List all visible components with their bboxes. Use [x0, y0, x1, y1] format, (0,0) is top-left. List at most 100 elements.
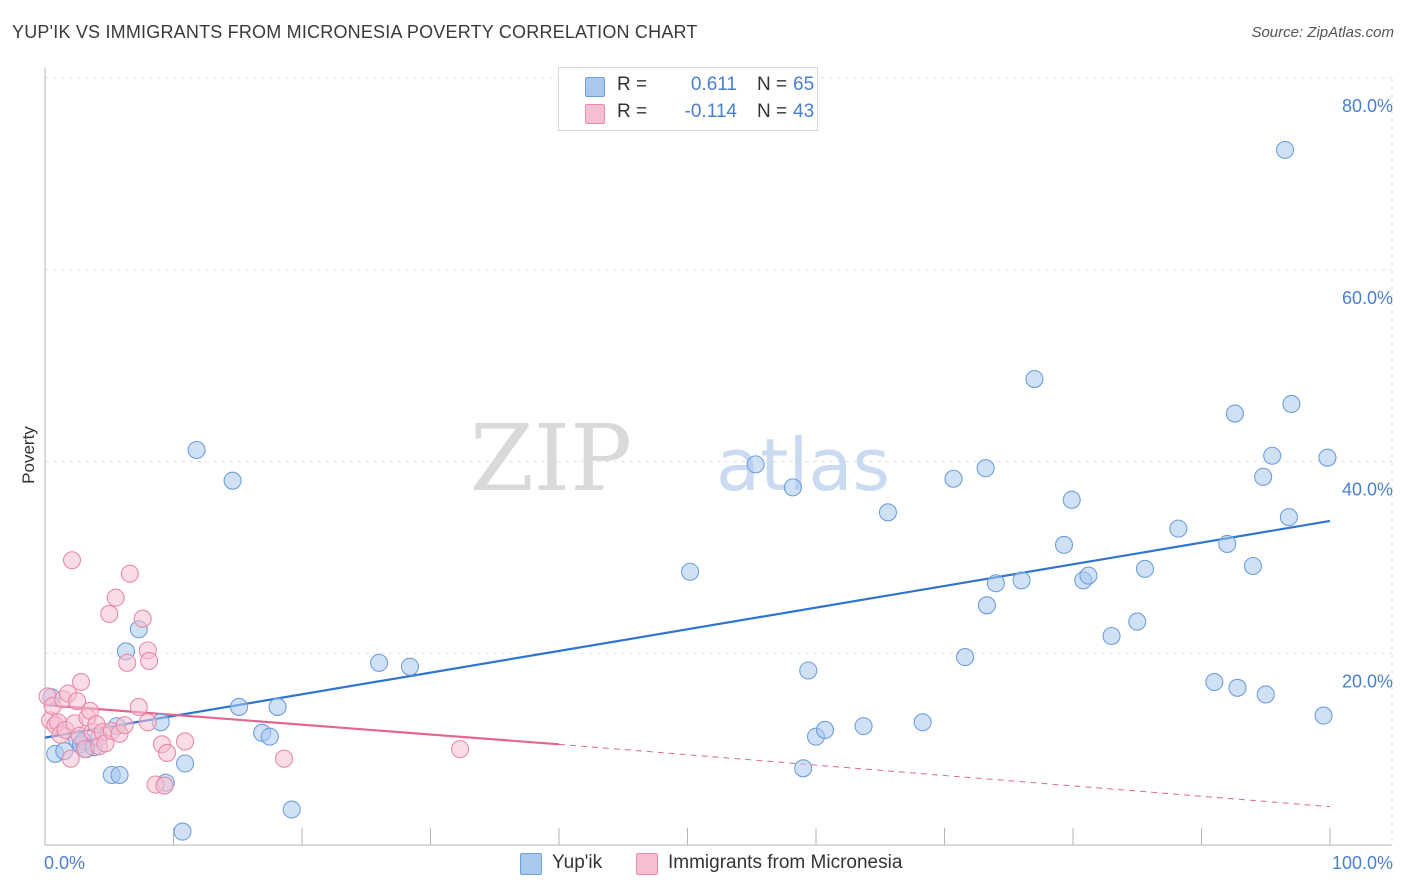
micronesia-point — [274, 749, 294, 768]
yupik-point — [223, 471, 242, 490]
y-axis-title: Poverty — [19, 426, 38, 484]
yupik-point — [1225, 404, 1244, 423]
watermark-atlas: atlas — [716, 423, 890, 507]
micronesia-point — [61, 749, 80, 768]
legend-r-label: R = — [617, 101, 648, 122]
yupik-point — [1282, 394, 1301, 414]
yupik-point — [1062, 490, 1081, 509]
micronesia-point — [62, 551, 82, 570]
yupik-point — [1205, 672, 1224, 692]
legend-swatch-micronesia — [585, 104, 605, 124]
micronesia-point — [451, 740, 470, 759]
yupik-point — [1012, 571, 1031, 590]
yupik-point — [1318, 448, 1337, 467]
yupik-point — [878, 503, 898, 522]
micronesia-point — [115, 716, 134, 735]
correlation-legend: R = 0.611 N = 65 R = -0.114 N = 43 — [558, 67, 818, 131]
legend-n-label: N = — [757, 101, 788, 122]
yupik-point — [268, 697, 287, 716]
yupik-point — [1128, 612, 1147, 631]
yupik-point — [976, 459, 995, 478]
yupik-point — [1079, 566, 1098, 585]
yupik-point — [944, 469, 963, 488]
yupik-point — [400, 657, 419, 676]
yupik-point — [229, 697, 249, 716]
yupik-point — [1169, 519, 1188, 538]
yupik-point — [173, 822, 192, 841]
micronesia-point — [118, 653, 137, 672]
micronesia-point — [155, 776, 174, 795]
yupik-point — [260, 727, 279, 746]
legend-swatch-yupik — [585, 77, 605, 97]
yupik-point — [913, 713, 932, 732]
yupik-point — [1256, 685, 1275, 704]
micronesia-point — [71, 672, 91, 692]
legend-r-label: R = — [617, 74, 648, 95]
yupik-point — [1054, 535, 1074, 554]
yupik-point — [977, 596, 996, 615]
axis-labels: 20.0% 40.0% 60.0% 80.0% 0.0% 100.0% — [44, 96, 1393, 873]
yupik-point — [681, 562, 700, 581]
yupik-point — [1025, 369, 1044, 389]
micronesia-point — [140, 651, 159, 670]
micronesia-point — [120, 564, 139, 583]
yupik-point — [1243, 556, 1262, 576]
legend-swatch-micronesia — [636, 853, 658, 875]
micronesia-trend-extension — [558, 743, 1331, 808]
yupik-point — [1102, 626, 1121, 646]
micronesia-point — [138, 713, 157, 732]
legend-n-label: N = — [757, 74, 788, 95]
micronesia-point — [158, 743, 177, 763]
micronesia-point — [129, 697, 148, 716]
yupik-point — [282, 800, 301, 819]
legend-n-value: 43 — [793, 101, 815, 122]
yupik-point — [956, 648, 975, 667]
micronesia-point — [106, 588, 125, 607]
data-points — [38, 140, 1337, 841]
legend-label: Yup'ik — [552, 852, 603, 873]
yupik-point — [370, 653, 389, 672]
legend-swatch-yupik — [520, 853, 542, 875]
legend-r-value: 0.611 — [690, 74, 737, 95]
micronesia-point — [176, 732, 195, 751]
yupik-point — [986, 574, 1005, 593]
yupik-point — [815, 720, 835, 740]
micronesia-point — [133, 609, 152, 628]
chart-title: YUP'IK VS IMMIGRANTS FROM MICRONESIA POV… — [12, 22, 698, 42]
series-legend: Yup'ik Immigrants from Micronesia — [0, 852, 1406, 878]
x-tick-label: 100.0% — [1332, 853, 1393, 873]
micronesia-trend-line — [44, 703, 560, 746]
watermark: ZIP atlas — [470, 405, 890, 512]
yupik-trend-line — [44, 519, 1331, 739]
legend-r-value: -0.114 — [684, 101, 737, 122]
yupik-point — [794, 759, 813, 778]
yupik-point — [1228, 678, 1247, 697]
y-tick-label: 60.0% — [1342, 288, 1393, 308]
yupik-point — [110, 765, 129, 785]
y-tick-label: 40.0% — [1342, 480, 1393, 500]
yupik-point — [187, 440, 206, 460]
yupik-point — [783, 478, 802, 497]
yupik-point — [1254, 467, 1273, 486]
yupik-point — [1263, 446, 1282, 465]
y-tick-label: 80.0% — [1342, 96, 1393, 116]
yupik-point — [1275, 140, 1295, 159]
y-tick-label: 20.0% — [1342, 671, 1393, 691]
yupik-point — [176, 754, 195, 773]
yupik-point — [1218, 534, 1237, 554]
trend-lines — [44, 519, 1331, 808]
x-tick-label: 0.0% — [44, 853, 85, 873]
yupik-point — [799, 661, 818, 680]
micronesia-point — [68, 692, 87, 711]
yupik-point — [1314, 706, 1333, 725]
yupik-point — [1135, 559, 1155, 578]
yupik-point — [1279, 508, 1298, 527]
legend-label: Immigrants from Micronesia — [668, 852, 903, 873]
source-credit: Source: ZipAtlas.com — [1251, 24, 1394, 41]
yupik-point — [854, 717, 873, 736]
micronesia-point — [100, 604, 119, 623]
yupik-point — [746, 455, 765, 474]
legend-n-value: 65 — [793, 74, 815, 95]
watermark-zip: ZIP — [470, 405, 632, 512]
